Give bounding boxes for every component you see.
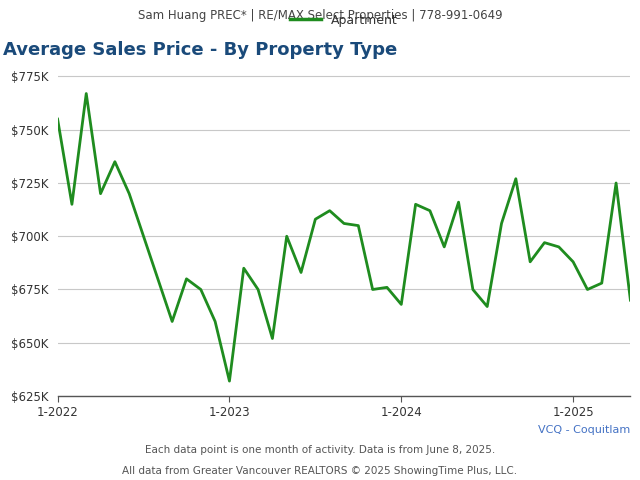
Text: Each data point is one month of activity. Data is from June 8, 2025.: Each data point is one month of activity… xyxy=(145,445,495,456)
Text: Sam Huang PREC* | RE/MAX Select Properties | 778-991-0649: Sam Huang PREC* | RE/MAX Select Properti… xyxy=(138,9,502,22)
Text: VCQ - Coquitlam: VCQ - Coquitlam xyxy=(538,425,630,435)
Text: Average Sales Price - By Property Type: Average Sales Price - By Property Type xyxy=(3,41,397,59)
Legend: Apartment: Apartment xyxy=(285,9,403,32)
Text: All data from Greater Vancouver REALTORS © 2025 ShowingTime Plus, LLC.: All data from Greater Vancouver REALTORS… xyxy=(122,466,518,476)
